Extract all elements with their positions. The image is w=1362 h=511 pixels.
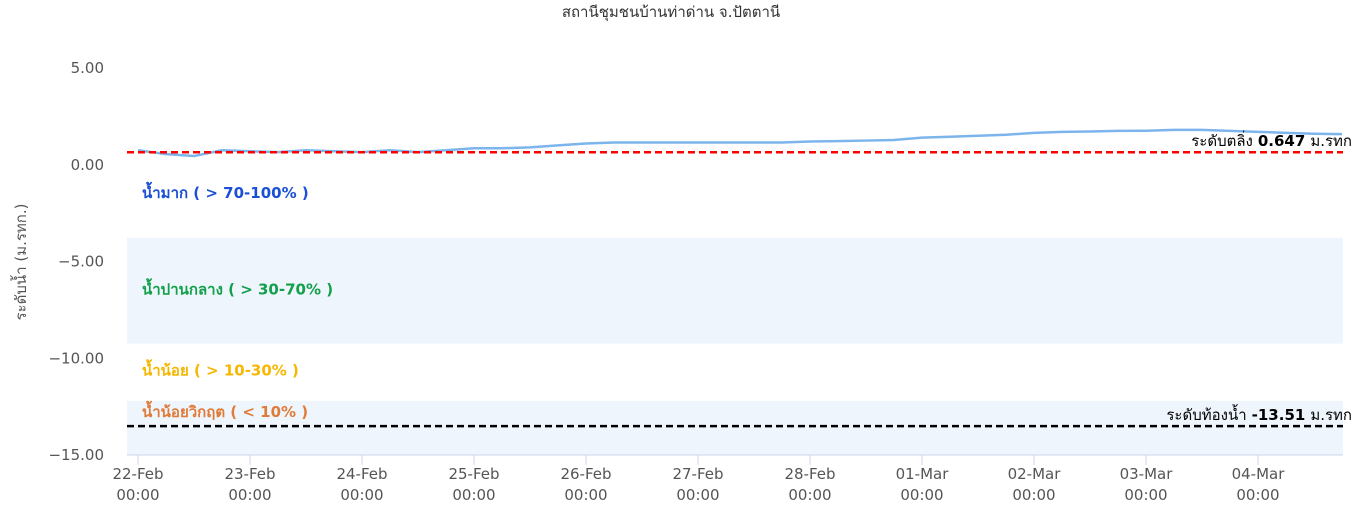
x-tick-label: 02-Mar 00:00: [1007, 465, 1061, 504]
plot-band-label: น้ำมาก ( > 70-100% ): [142, 181, 309, 202]
plot-band-label: น้ำปานกลาง ( > 30-70% ): [142, 278, 333, 299]
x-tick-label: 26-Feb 00:00: [560, 465, 612, 504]
x-tick-label: 04-Mar 00:00: [1231, 465, 1285, 504]
x-tick-label: 27-Feb 00:00: [672, 465, 724, 504]
y-tick-label: −5.00: [58, 253, 104, 271]
plot-line-suffix: ม.รทก: [1310, 132, 1352, 150]
x-tick-label: 25-Feb 00:00: [448, 465, 500, 504]
x-tick-label: 28-Feb 00:00: [784, 465, 836, 504]
plot-line-value: 0.647: [1258, 132, 1305, 150]
y-tick-label: −15.00: [48, 446, 104, 464]
x-tick-label: 01-Mar 00:00: [895, 465, 949, 504]
plot-line-suffix: ม.รทก: [1310, 406, 1352, 424]
x-tick-label: 22-Feb 00:00: [112, 465, 164, 504]
chart-title: สถานีชุมชนบ้านท่าด่าน จ.ปัตตานี: [562, 3, 780, 22]
plot-band-label: น้ำน้อยวิกฤต ( < 10% ): [142, 400, 308, 421]
y-tick-label: 5.00: [71, 59, 104, 77]
plot-line-prefix: ระดับท้องน้ำ: [1166, 404, 1246, 424]
y-axis-title: ระดับน้ำ (ม.รทก.): [10, 204, 30, 321]
plot-band-label: น้ำน้อย ( > 10-30% ): [142, 359, 299, 380]
plot-band: [127, 343, 1343, 401]
y-tick-label: −10.00: [48, 349, 104, 367]
plot-band: [127, 237, 1343, 344]
x-tick-label: 23-Feb 00:00: [224, 465, 276, 504]
plot-band: [127, 400, 1343, 455]
plot-line-label: ระดับท้องน้ำ -13.51 ม.รทก: [1166, 404, 1352, 424]
plot-line-value: -13.51: [1252, 406, 1306, 424]
x-tick-label: 03-Mar 00:00: [1119, 465, 1173, 504]
y-tick-label: 0.00: [71, 156, 104, 174]
x-tick-label: 24-Feb 00:00: [336, 465, 388, 504]
plot-line-prefix: ระดับตลิ่ง: [1191, 130, 1253, 150]
plot-line-label: ระดับตลิ่ง 0.647 ม.รทก: [1191, 130, 1352, 150]
